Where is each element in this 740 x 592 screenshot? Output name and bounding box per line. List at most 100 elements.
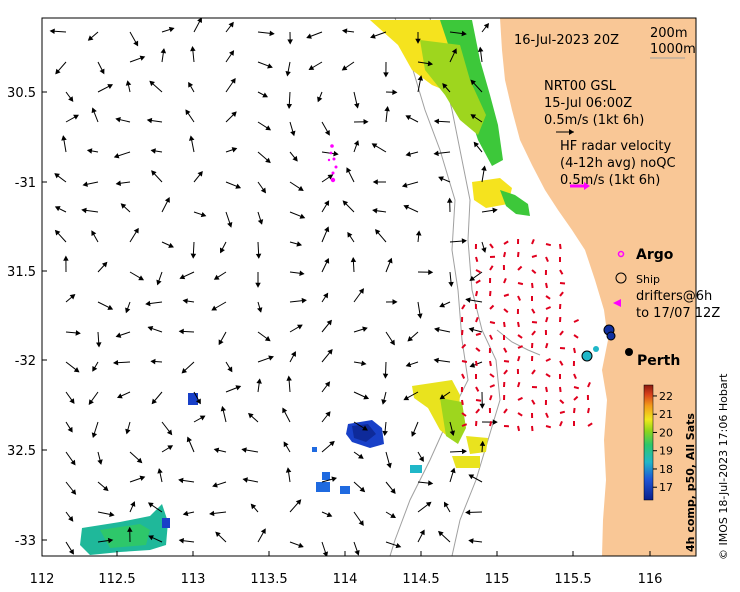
model-arrow bbox=[150, 148, 163, 154]
radar-arrow bbox=[475, 269, 481, 274]
model-arrow bbox=[353, 541, 360, 556]
model-arrow bbox=[465, 297, 483, 303]
model-arrow bbox=[151, 391, 163, 405]
model-arrow bbox=[178, 477, 195, 484]
y-tick-label: -33 bbox=[15, 534, 36, 549]
model-arrow bbox=[91, 421, 99, 438]
model-arrow bbox=[353, 119, 369, 125]
radar-arrow bbox=[545, 373, 551, 378]
model-arrow bbox=[353, 326, 368, 333]
radar-arrow bbox=[545, 306, 551, 310]
model-arrow bbox=[347, 231, 355, 243]
sst-speck-4 bbox=[322, 472, 330, 480]
model-arrow bbox=[289, 181, 304, 191]
model-arrow bbox=[306, 31, 323, 39]
radar-arrow bbox=[531, 399, 536, 405]
model-arrow bbox=[372, 208, 387, 214]
model-arrow bbox=[125, 421, 131, 435]
radar-arrow bbox=[503, 321, 506, 328]
model-scale: 0.5m/s (1kt 6h) bbox=[544, 113, 644, 128]
model-arrow bbox=[225, 181, 242, 189]
radar-arrow bbox=[573, 395, 579, 401]
radar-arrow bbox=[587, 422, 593, 427]
model-arrow bbox=[61, 135, 67, 153]
radar-arrow bbox=[503, 308, 509, 314]
radar-arrow bbox=[503, 240, 509, 245]
model-arrow bbox=[449, 48, 457, 63]
model-arrow bbox=[179, 271, 195, 280]
model-arrow bbox=[285, 467, 292, 483]
model-arrow bbox=[97, 481, 109, 492]
model-arrow bbox=[255, 241, 262, 259]
model-arrow bbox=[87, 31, 99, 41]
model-arrow bbox=[161, 241, 174, 248]
model-arrow bbox=[289, 151, 298, 162]
model-arrow bbox=[385, 89, 398, 96]
x-tick-label: 113 bbox=[181, 572, 206, 587]
model-arrow bbox=[417, 75, 424, 93]
model-arrow bbox=[190, 241, 197, 259]
drifters-label-1: drifters@6h bbox=[636, 289, 712, 304]
model-arrow bbox=[417, 60, 434, 67]
model-arrow bbox=[161, 197, 170, 213]
model-arrow bbox=[157, 468, 163, 483]
model-arrow bbox=[193, 391, 201, 405]
model-arrow bbox=[385, 257, 393, 273]
radar-arrow bbox=[545, 357, 551, 362]
model-arrow bbox=[257, 121, 272, 131]
model-arrow bbox=[65, 541, 74, 555]
model-arrow bbox=[150, 358, 163, 365]
model-arrow bbox=[321, 292, 329, 303]
radar-arrow bbox=[531, 425, 534, 432]
model-arrow bbox=[161, 445, 174, 453]
model-arrow bbox=[417, 529, 425, 543]
x-tick-label: 114 bbox=[333, 572, 358, 587]
model-arrow bbox=[256, 378, 262, 393]
perth-marker bbox=[625, 348, 633, 356]
model-arrow bbox=[257, 301, 263, 313]
radar-arrow bbox=[559, 399, 565, 405]
model-arrow bbox=[220, 405, 227, 423]
model-arrow bbox=[385, 541, 402, 549]
radar-arrow bbox=[559, 291, 564, 297]
isobath-label-1000: 1000m bbox=[650, 42, 696, 57]
model-arrow bbox=[384, 106, 390, 123]
model-arrow bbox=[370, 31, 387, 39]
radar-arrow bbox=[545, 243, 552, 247]
model-arrow bbox=[353, 451, 364, 459]
drifter-marker bbox=[606, 331, 616, 341]
model-arrow bbox=[346, 167, 355, 183]
radar-arrow bbox=[573, 407, 576, 414]
radar-arrow bbox=[461, 360, 468, 363]
argo-legend-marker bbox=[617, 250, 625, 258]
ship-label: Ship bbox=[636, 273, 660, 286]
y-tick-label: 30.5 bbox=[7, 86, 36, 101]
radar-arrow bbox=[475, 256, 479, 263]
ship-marker bbox=[581, 350, 593, 362]
radar-arrow bbox=[517, 321, 520, 328]
radar-arrow bbox=[545, 386, 548, 393]
model-arrow bbox=[86, 148, 99, 154]
model-arrow bbox=[65, 391, 75, 404]
model-arrow bbox=[353, 140, 360, 153]
radar-arrow bbox=[489, 290, 492, 297]
model-arrow bbox=[65, 451, 76, 466]
model-arrow bbox=[178, 538, 195, 544]
model-arrow bbox=[250, 503, 259, 513]
model-arrow bbox=[129, 475, 146, 483]
model-arrow bbox=[321, 348, 333, 363]
argo-point bbox=[327, 158, 331, 162]
model-arrow bbox=[185, 109, 195, 123]
model-arrow bbox=[286, 375, 292, 393]
sst-speck-1 bbox=[188, 393, 198, 405]
model-arrow bbox=[129, 55, 146, 63]
model-arrow bbox=[129, 271, 145, 281]
model-arrow bbox=[468, 538, 483, 544]
radar-arrow bbox=[517, 425, 521, 432]
model-arrow bbox=[321, 226, 330, 243]
model-arrow bbox=[449, 467, 456, 483]
sst-speck-6 bbox=[312, 447, 317, 452]
argo-point bbox=[329, 151, 333, 155]
radar-arrow bbox=[489, 420, 493, 427]
model-arrow bbox=[213, 271, 227, 280]
